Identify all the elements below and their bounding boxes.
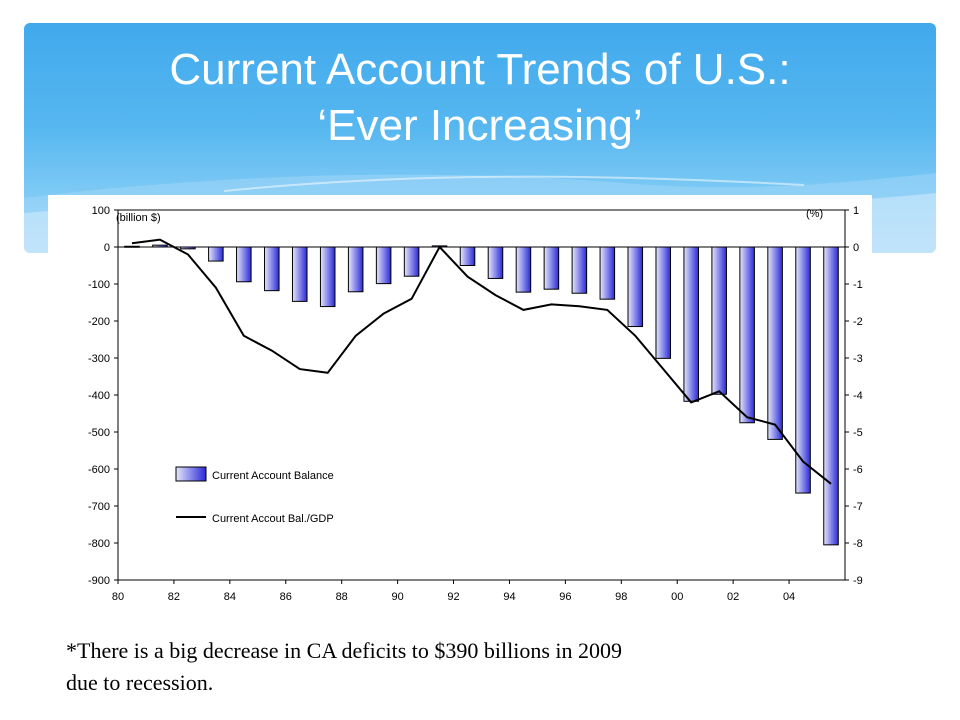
x-axis-ticks: 80 82 84 86 88 90 92 94 96 98 00 02 04 bbox=[112, 580, 795, 603]
footnote: *There is a big decrease in CA deficits … bbox=[66, 635, 906, 699]
right-tick-label--9: -9 bbox=[853, 575, 863, 587]
left-tick-label--600: -600 bbox=[88, 464, 110, 476]
footnote-line1: *There is a big decrease in CA deficits … bbox=[66, 638, 623, 663]
bar-1986 bbox=[291, 246, 308, 302]
bar-1993 bbox=[487, 246, 504, 279]
x-tick-label-02: 02 bbox=[727, 591, 739, 603]
x-tick-label-04: 04 bbox=[783, 591, 795, 603]
x-tick-label-00: 00 bbox=[671, 591, 683, 603]
right-tick-label-0: 0 bbox=[853, 242, 859, 254]
legend-bar-label: Current Account Balance bbox=[212, 470, 334, 482]
bar-1980 bbox=[124, 245, 140, 248]
bar-2001 bbox=[711, 246, 727, 395]
slide-title: Current Account Trends of U.S.: ‘Ever In… bbox=[24, 42, 936, 154]
footnote-line2: due to recession. bbox=[66, 670, 214, 695]
bar-series bbox=[118, 244, 845, 546]
x-tick-label-98: 98 bbox=[615, 591, 627, 603]
bar-2002 bbox=[739, 246, 755, 424]
left-tick-label--700: -700 bbox=[88, 501, 110, 513]
right-tick-label--5: -5 bbox=[853, 427, 863, 439]
bar-1984 bbox=[236, 246, 252, 283]
x-tick-label-86: 86 bbox=[280, 591, 292, 603]
chart-legend: Current Account Balance Current Accout Ba… bbox=[175, 466, 334, 525]
right-tick-label--6: -6 bbox=[853, 464, 863, 476]
bar-1982 bbox=[180, 246, 196, 250]
left-tick-label-100: 100 bbox=[92, 205, 110, 217]
right-axis-ticks: 1 0 -1 -2 -3 -4 -5 -6 -7 -8 -9 bbox=[845, 205, 863, 587]
right-tick-label--8: -8 bbox=[853, 538, 863, 550]
ca-gdp-line bbox=[131, 238, 832, 485]
left-axis-unit-label: (billion $) bbox=[116, 212, 161, 224]
x-tick-label-90: 90 bbox=[391, 591, 403, 603]
slide-title-line2: ‘Ever Increasing’ bbox=[317, 101, 643, 150]
slide-title-line1: Current Account Trends of U.S.: bbox=[169, 45, 791, 94]
bar-1985 bbox=[264, 246, 280, 292]
left-tick-label--400: -400 bbox=[88, 390, 110, 402]
x-tick-label-92: 92 bbox=[447, 591, 459, 603]
left-tick-label--300: -300 bbox=[88, 353, 110, 365]
current-account-chart: (billion $) (%) 1000-100-200-300-400-500… bbox=[88, 205, 863, 603]
left-tick-label--200: -200 bbox=[88, 316, 110, 328]
right-tick-label--7: -7 bbox=[853, 501, 863, 513]
x-tick-label-80: 80 bbox=[112, 591, 124, 603]
left-tick-label--900: -900 bbox=[88, 575, 110, 587]
bar-2004 bbox=[795, 246, 811, 494]
legend-line-label: Current Accout Bal./GDP bbox=[212, 513, 334, 525]
bar-1981 bbox=[152, 244, 168, 248]
bar-1998 bbox=[627, 246, 644, 328]
left-tick-label--100: -100 bbox=[88, 279, 110, 291]
bar-1992 bbox=[459, 246, 476, 266]
left-tick-label--800: -800 bbox=[88, 538, 110, 550]
bar-1999 bbox=[655, 246, 672, 359]
x-tick-label-88: 88 bbox=[336, 591, 348, 603]
left-axis-ticks: 100 0 -100 -200 -300 -400 -500 -600 -700 -800 -900 bbox=[88, 205, 118, 587]
x-tick-label-82: 82 bbox=[168, 591, 180, 603]
bar-1989 bbox=[375, 246, 392, 285]
x-tick-label-96: 96 bbox=[559, 591, 571, 603]
bar-2003 bbox=[767, 246, 783, 440]
right-tick-label--1: -1 bbox=[853, 279, 863, 291]
bar-2000 bbox=[683, 246, 699, 402]
chart-panel: (billion $) (%) 100 0 -100 -200 -300 -400 -500… bbox=[48, 195, 872, 625]
bar-1988 bbox=[347, 246, 364, 293]
x-tick-label-94: 94 bbox=[503, 591, 515, 603]
bar-1995 bbox=[543, 246, 560, 290]
bar-1994 bbox=[515, 246, 532, 293]
right-tick-label-1: 1 bbox=[853, 205, 859, 217]
bar-1983 bbox=[208, 246, 224, 262]
right-tick-label--4: -4 bbox=[853, 390, 863, 402]
legend-bar-swatch bbox=[175, 466, 207, 482]
right-tick-label--2: -2 bbox=[853, 316, 863, 328]
right-axis-unit-label: (%) bbox=[806, 208, 823, 220]
bar-1996 bbox=[571, 246, 588, 294]
x-tick-label-84: 84 bbox=[224, 591, 236, 603]
bar-2005 bbox=[823, 246, 839, 546]
left-tick-label-0: 0 bbox=[104, 242, 110, 254]
bar-1987 bbox=[319, 246, 336, 308]
bar-1990 bbox=[403, 246, 420, 277]
right-tick-label--3: -3 bbox=[853, 353, 863, 365]
line-series bbox=[131, 238, 832, 485]
bar-1997 bbox=[599, 246, 616, 300]
left-tick-label--500: -500 bbox=[88, 427, 110, 439]
